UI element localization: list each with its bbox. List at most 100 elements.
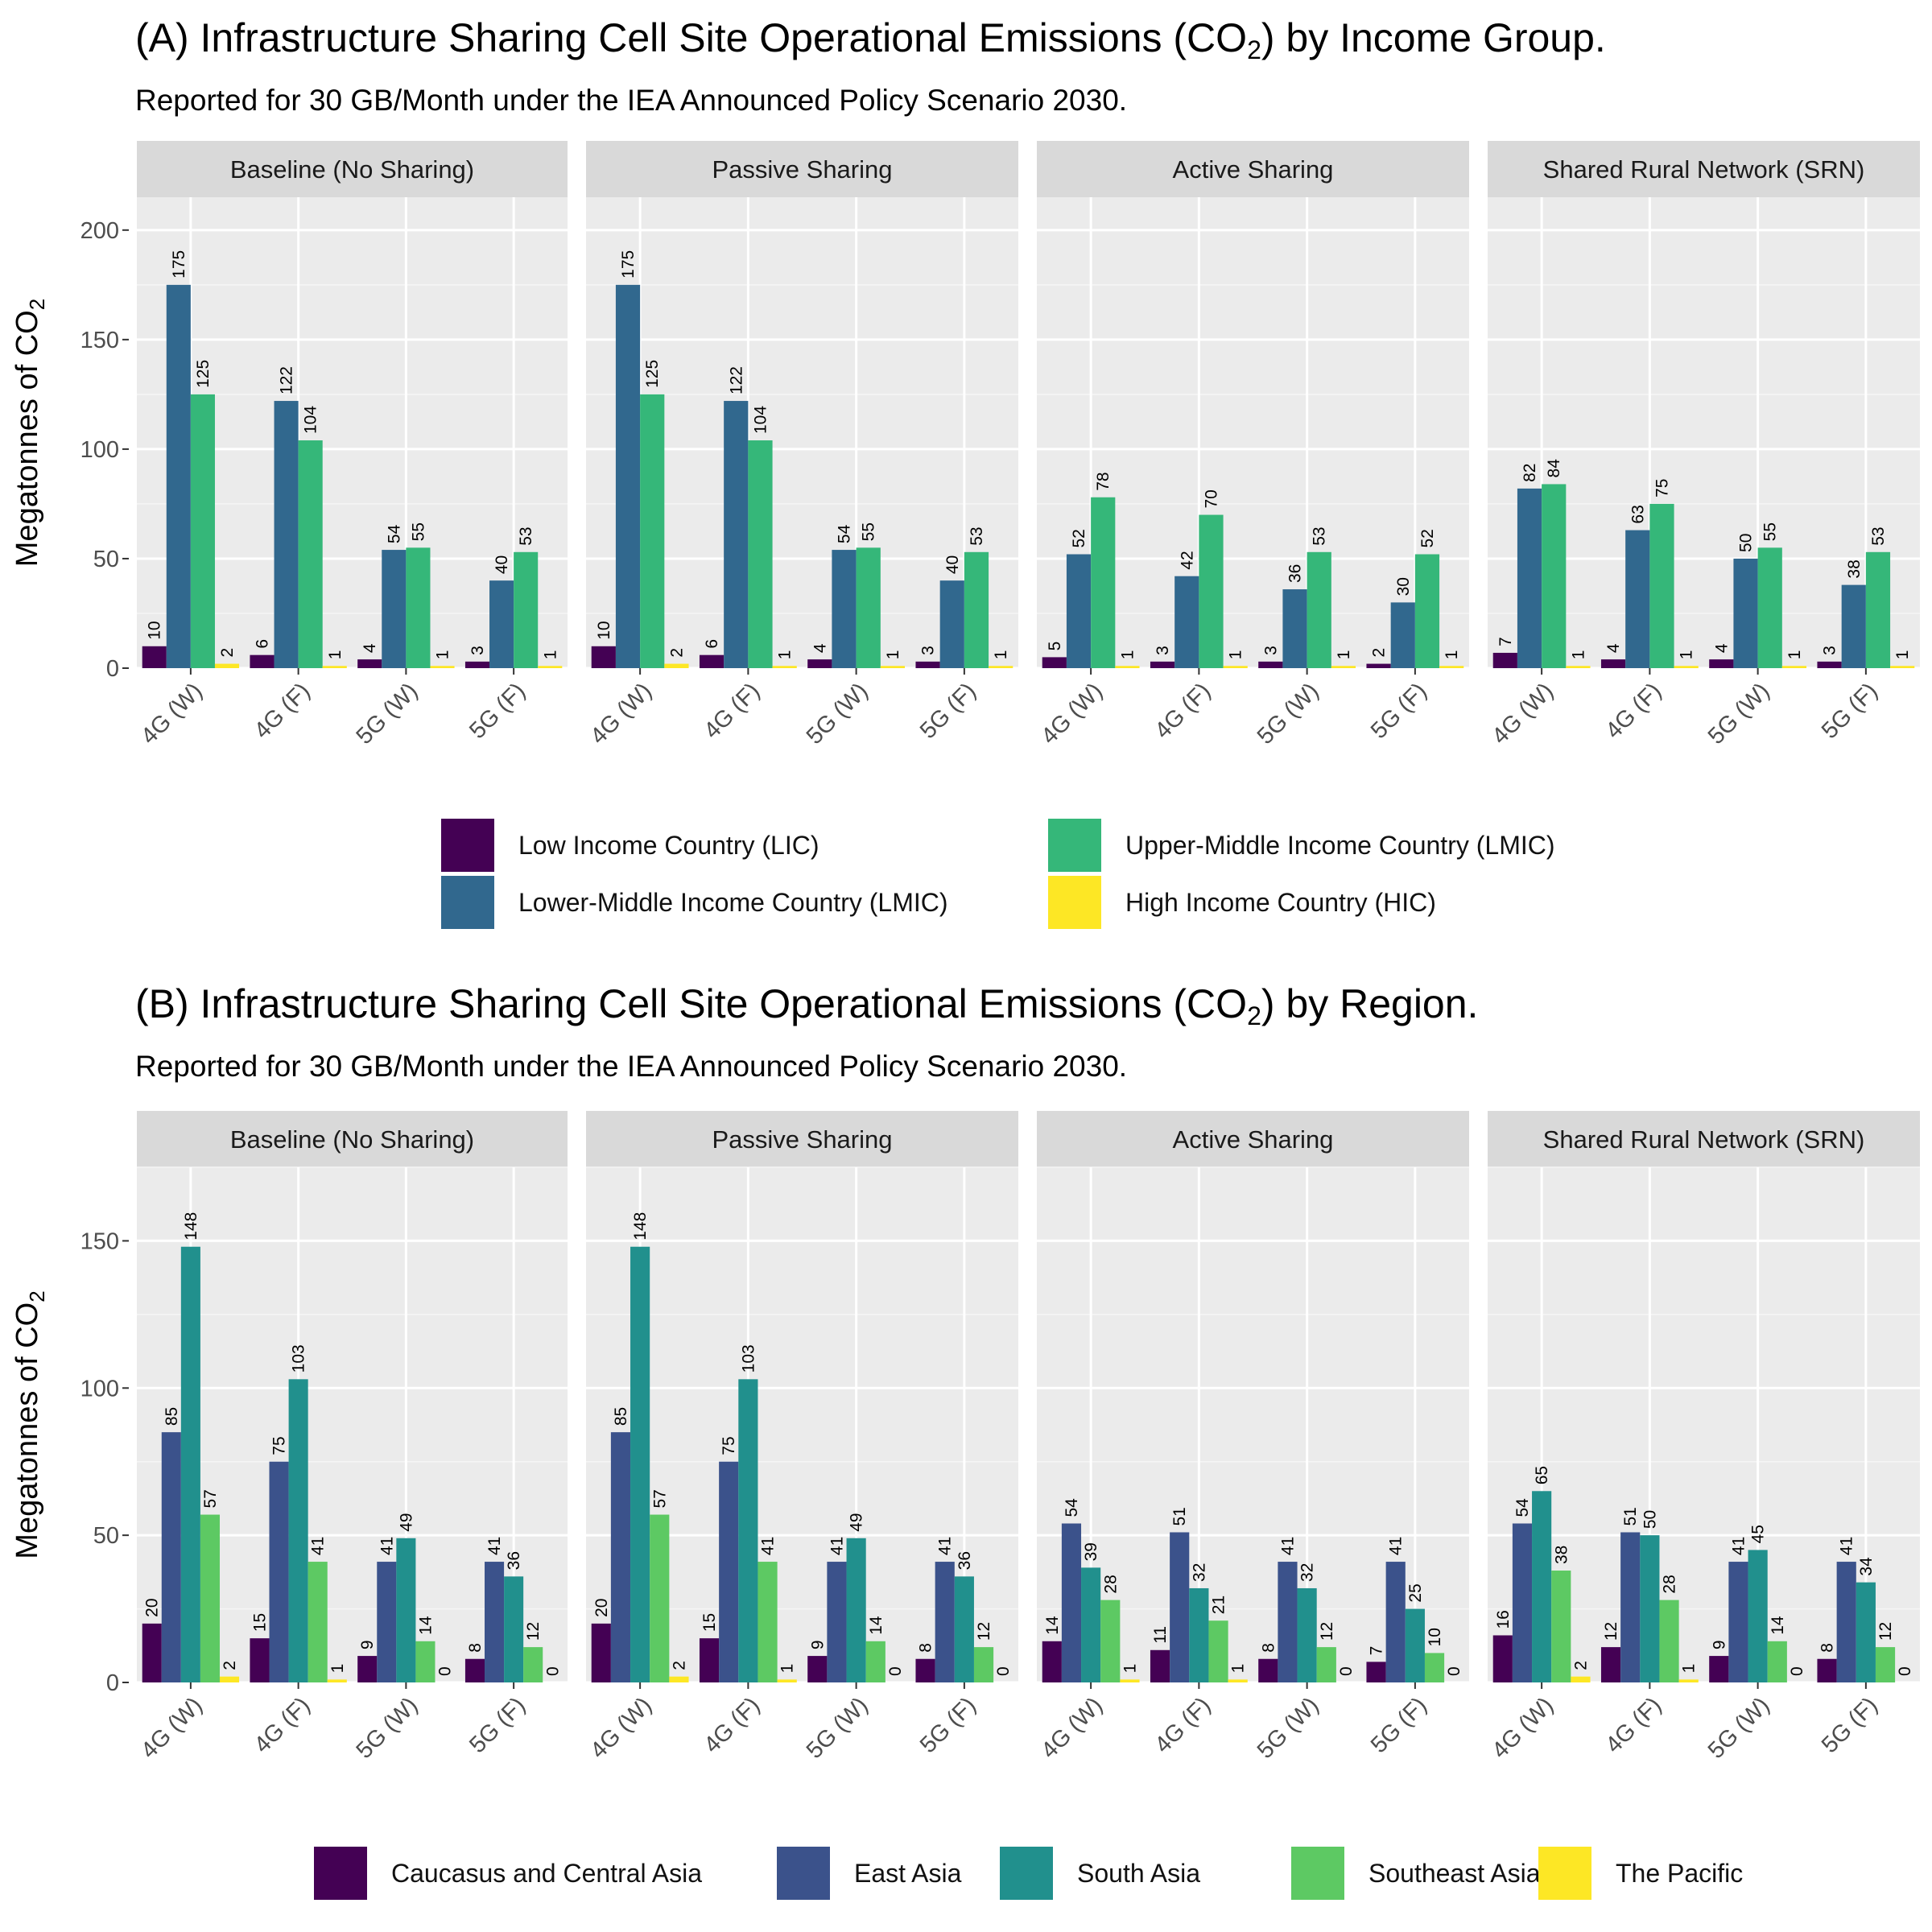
x-tick-label: 5G (F) xyxy=(915,678,981,744)
bar xyxy=(250,1638,270,1682)
bar xyxy=(699,654,724,668)
bar xyxy=(1189,1587,1209,1682)
data-label: 53 xyxy=(968,526,986,545)
data-label: 20 xyxy=(143,1598,162,1616)
bar xyxy=(935,1562,955,1682)
bar xyxy=(180,1246,200,1682)
bar xyxy=(939,580,964,668)
chart-b-title: (B) Infrastructure Sharing Cell Site Ope… xyxy=(135,981,1479,1030)
data-label: 14 xyxy=(1769,1616,1787,1635)
legend-label: Low Income Country (LIC) xyxy=(518,830,819,860)
bar xyxy=(1208,1620,1228,1682)
data-label: 4 xyxy=(811,643,829,653)
data-label: 16 xyxy=(1494,1610,1513,1629)
legend-swatch xyxy=(441,876,494,929)
bar xyxy=(1620,1532,1641,1682)
bar xyxy=(430,666,455,668)
data-label: 1 xyxy=(1443,650,1461,660)
bar xyxy=(288,1379,308,1682)
data-label: 104 xyxy=(751,406,770,434)
chart-a: (A) Infrastructure Sharing Cell Site Ope… xyxy=(0,0,1932,950)
x-tick-label: 4G (F) xyxy=(1150,1692,1216,1758)
bar xyxy=(1625,530,1650,668)
data-label: 11 xyxy=(1151,1626,1170,1644)
bar xyxy=(142,646,167,668)
bar xyxy=(274,401,299,668)
bar xyxy=(738,1379,758,1682)
data-label: 6 xyxy=(703,639,721,649)
data-label: 36 xyxy=(956,1551,974,1570)
x-tick-label: 4G (F) xyxy=(250,678,316,744)
data-label: 2 xyxy=(667,648,686,658)
x-tick-label: 4G (W) xyxy=(1036,678,1108,749)
bar xyxy=(1709,1656,1729,1682)
facet-panel: Active Sharing 5 52 78 1 4G (W) 3 42 70 1 4G (F) 3 3… xyxy=(1036,141,1469,749)
bar xyxy=(1120,1679,1140,1682)
bar xyxy=(161,1432,181,1682)
bar xyxy=(1512,1523,1533,1682)
bar xyxy=(190,394,215,668)
bar xyxy=(166,284,191,668)
bar xyxy=(1258,661,1283,668)
bar xyxy=(1150,1649,1170,1682)
data-label: 1 xyxy=(328,1664,347,1674)
bar xyxy=(1748,1550,1768,1682)
x-tick-label: 5G (F) xyxy=(1817,1692,1883,1758)
data-label: 41 xyxy=(309,1537,328,1555)
data-label: 1 xyxy=(778,1664,797,1674)
data-label: 4 xyxy=(361,643,379,653)
bar xyxy=(1649,503,1674,668)
data-label: 42 xyxy=(1178,551,1196,569)
bar xyxy=(200,1514,220,1682)
legend-swatch xyxy=(1000,1847,1053,1900)
y-axis-label-subscript: 2 xyxy=(25,1290,49,1302)
bar xyxy=(748,440,773,668)
data-label: 63 xyxy=(1629,505,1647,523)
chart-b: (B) Infrastructure Sharing Cell Site Ope… xyxy=(0,966,1932,1932)
bar xyxy=(406,547,431,668)
legend-item: Upper-Middle Income Country (LMIC) xyxy=(1048,819,1555,872)
x-tick-label: 4G (F) xyxy=(699,1692,765,1758)
y-tick-label: 0 xyxy=(106,656,119,682)
data-label: 70 xyxy=(1202,489,1220,508)
facet-strip-label: Shared Rural Network (SRN) xyxy=(1543,155,1865,184)
data-label: 54 xyxy=(1063,1498,1081,1517)
bar xyxy=(1678,1679,1699,1682)
bar xyxy=(1115,666,1140,668)
bar xyxy=(1542,484,1567,668)
bar xyxy=(989,666,1013,668)
bar xyxy=(1856,1582,1876,1682)
x-tick-label: 4G (F) xyxy=(1150,678,1216,744)
data-label: 1 xyxy=(1893,650,1912,660)
data-label: 15 xyxy=(700,1613,719,1632)
bar xyxy=(865,1641,886,1682)
bar xyxy=(396,1538,416,1682)
data-label: 2 xyxy=(670,1661,688,1670)
legend-swatch xyxy=(441,819,494,872)
y-tick-label: 50 xyxy=(93,547,119,572)
bar xyxy=(699,1638,720,1682)
x-tick-label: 4G (F) xyxy=(1600,678,1666,744)
data-label: 1 xyxy=(434,650,452,660)
bar xyxy=(1170,1532,1190,1682)
legend-label: High Income Country (HIC) xyxy=(1125,887,1436,917)
data-label: 10 xyxy=(146,621,164,639)
data-label: 28 xyxy=(1101,1575,1120,1593)
data-label: 36 xyxy=(505,1551,523,1570)
bar xyxy=(615,284,641,668)
legend-swatch xyxy=(777,1847,830,1900)
data-label: 82 xyxy=(1521,464,1539,482)
facet-strip-label: Passive Sharing xyxy=(712,155,892,184)
x-tick-label: 5G (F) xyxy=(464,1692,530,1758)
bar xyxy=(1767,1641,1787,1682)
bar xyxy=(1492,652,1517,668)
x-tick-label: 4G (W) xyxy=(1036,1692,1108,1764)
bar xyxy=(357,1656,378,1682)
bar xyxy=(1100,1600,1121,1682)
data-label: 0 xyxy=(994,1666,1013,1676)
bar xyxy=(832,550,857,668)
data-label: 85 xyxy=(612,1407,630,1426)
data-label: 52 xyxy=(1418,529,1437,547)
bar xyxy=(415,1641,436,1682)
data-label: 32 xyxy=(1190,1563,1208,1582)
